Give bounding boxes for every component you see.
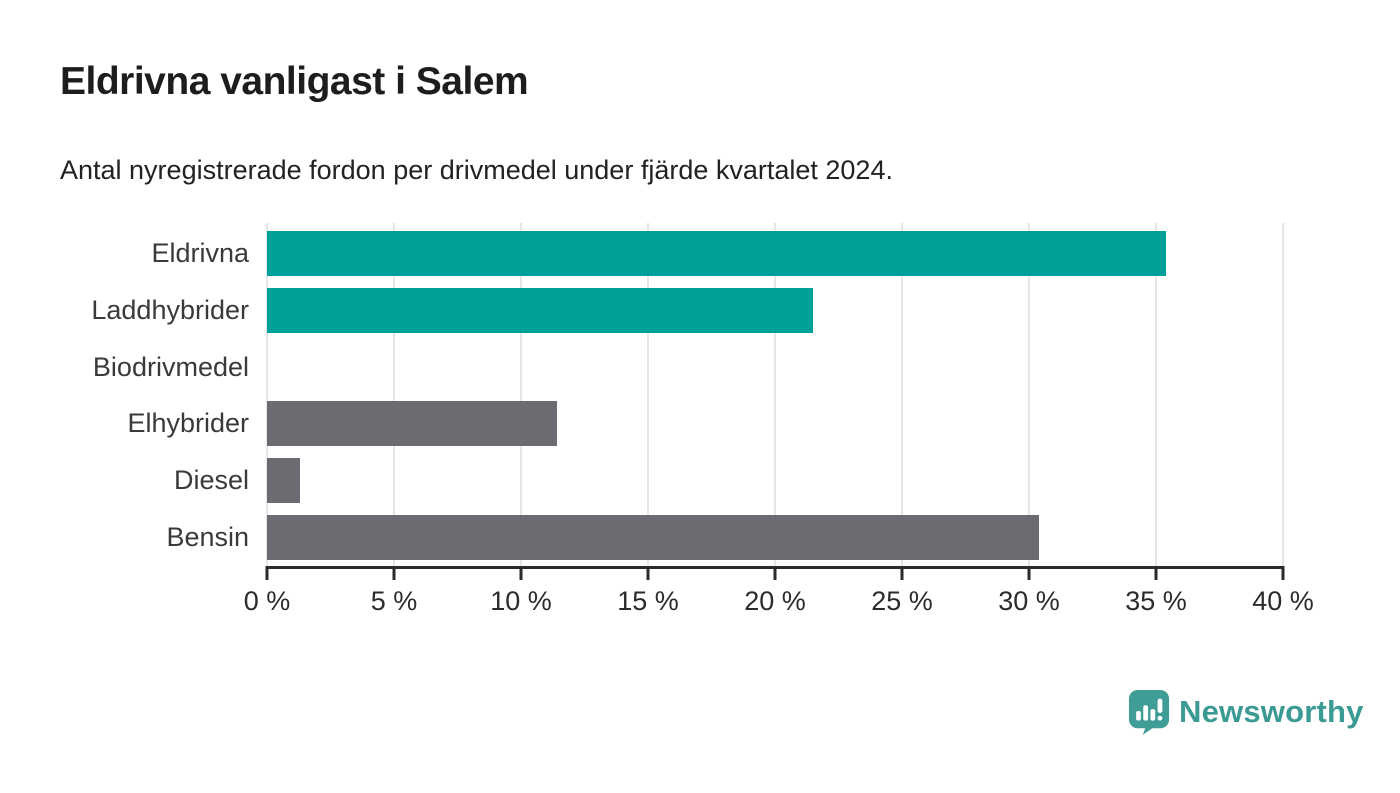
brand-name: Newsworthy [1179,694,1364,729]
x-axis-tick-label-15: 15 % [617,586,679,616]
category-label-elhybrider: Elhybrider [127,408,249,439]
chart-subtitle: Antal nyregistrerade fordon per drivmede… [60,155,893,185]
category-label-laddhybrider: Laddhybrider [91,294,249,325]
x-axis-tick-15 [646,566,650,580]
gridline-10 [520,223,522,566]
bar-eldrivna [267,230,1167,276]
x-axis-tick-label-35: 35 % [1125,586,1187,616]
category-label-biodrivmedel: Biodrivmedel [92,351,249,382]
gridline-0 [266,223,268,566]
x-axis-tick-label-20: 20 % [744,586,806,616]
gridline-35 [1155,223,1157,566]
category-label-diesel: Diesel [173,465,249,496]
bar-laddhybrider [267,287,814,333]
bar-diesel [267,458,301,504]
x-axis-tick-label-30: 30 % [998,586,1060,616]
branding: Newsworthy [1128,689,1364,735]
plot-area [266,223,1284,566]
x-axis-tick-label-40: 40 % [1252,586,1314,616]
x-axis-tick-label-25: 25 % [871,586,933,616]
chart-title: Eldrivna vanligast i Salem [60,60,529,103]
x-axis-tick-5 [392,566,396,580]
x-axis-tick-30 [1027,566,1031,580]
x-axis-tick-0 [265,566,269,580]
bar-bensin [267,515,1040,561]
x-axis-tick-20 [773,566,777,580]
newsworthy-logo-icon [1128,689,1170,735]
category-label-eldrivna: Eldrivna [151,237,249,268]
x-axis-tick-label-5: 5 % [370,586,418,616]
x-axis-tick-35 [1154,566,1158,580]
x-axis-tick-10 [519,566,523,580]
bar-elhybrider [267,401,557,447]
x-axis-tick-40 [1281,566,1285,580]
x-axis-tick-25 [900,566,904,580]
gridline-30 [1028,223,1030,566]
x-axis-tick-label-10: 10 % [490,586,552,616]
gridline-15 [647,223,649,566]
gridline-40 [1282,223,1284,566]
x-axis-tick-label-0: 0 % [243,586,291,616]
x-axis-line: 0 % 5 % 10 % 15 % 20 % 25 % 30 % 35 % 40 % [244,566,1314,616]
y-axis-category-labels: Eldrivna Laddhybrider Biodrivmedel Elhybrid… [0,225,249,566]
category-label-bensin: Bensin [166,522,249,553]
gridline-20 [774,223,776,566]
gridline-5 [393,223,395,566]
gridline-25 [901,223,903,566]
